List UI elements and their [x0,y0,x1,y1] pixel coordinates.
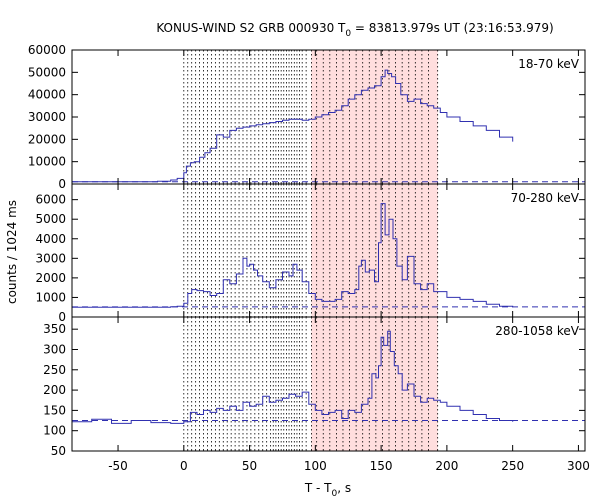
series-line-1 [72,69,514,183]
x-tick-label: 200 [435,459,458,473]
energy-band-label: 18-70 keV [518,57,580,71]
x-tick-label: 100 [304,459,327,473]
y-tick-label: 60000 [28,43,66,57]
x-tick-label: 300 [567,459,590,473]
y-tick-label: 2000 [35,271,66,285]
y-tick-label: 50 [51,444,66,458]
y-tick-label: 3000 [35,251,66,265]
series-line-2 [72,203,514,308]
panel-2: 0 1000 2000 3000 4000 5000 6000 70-280 keV [35,183,586,324]
energy-band-label: 70-280 keV [511,191,580,205]
y-tick-label: 350 [43,322,66,336]
x-tick-label: 50 [242,459,257,473]
y-tick-label: 10000 [28,155,66,169]
y-tick-label: 150 [43,403,66,417]
x-axis-label: T - T0, s [304,481,351,499]
y-tick-label: 4000 [35,232,66,246]
panel-frame [71,316,586,452]
panel-1: 0 10000 20000 30000 40000 50000 60000 18-70 keV [28,43,586,191]
y-tick-label: 20000 [28,132,66,146]
y-tick-label: 0 [58,177,66,191]
shaded-interval [311,50,438,184]
y-tick-label: 0 [58,310,66,324]
energy-band-label: 280-1058 keV [495,324,579,338]
y-tick-label: 30000 [28,110,66,124]
y-tick-label: 100 [43,424,66,438]
x-tick-label: 0 [180,459,188,473]
x-tick-label: 150 [370,459,393,473]
y-tick-label: 300 [43,342,66,356]
y-tick-label: 40000 [28,88,66,102]
y-tick-label: 1000 [35,290,66,304]
x-tick-label: -50 [108,459,128,473]
y-tick-label: 200 [43,383,66,397]
shaded-interval [311,317,438,451]
y-tick-label: 50000 [28,65,66,79]
series-line-3 [72,330,514,424]
x-tick-label: 250 [501,459,524,473]
y-tick-label: 5000 [35,212,66,226]
y-tick-label: 6000 [35,193,66,207]
y-axis-label: counts / 1024 ms [5,200,19,304]
shaded-interval [311,184,438,317]
chart-title: KONUS-WIND S2 GRB 000930 T0 = 83813.979s… [156,21,553,39]
y-tick-label: 250 [43,363,66,377]
panel-3: 50 100 150 200 250 300 350 280-1058 keV [43,316,586,458]
